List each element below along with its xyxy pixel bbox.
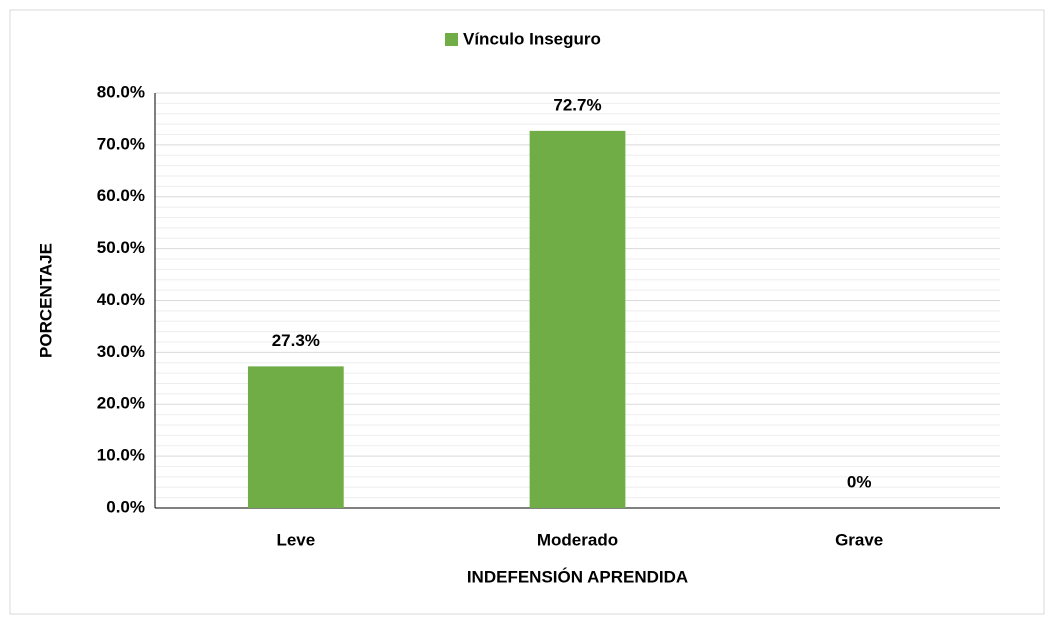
data-label: 27.3% <box>272 331 320 350</box>
x-tick-label: Moderado <box>537 530 618 549</box>
legend-label: Vínculo Inseguro <box>463 29 601 48</box>
y-tick-label: 20.0% <box>97 394 145 413</box>
data-label: 72.7% <box>553 95 601 114</box>
y-tick-label: 30.0% <box>97 342 145 361</box>
data-label: 0% <box>847 472 872 491</box>
bar <box>529 130 626 508</box>
y-tick-label: 40.0% <box>97 290 145 309</box>
x-axis-label: INDEFENSIÓN APRENDIDA <box>467 567 688 586</box>
y-tick-label: 0.0% <box>106 497 145 516</box>
y-tick-label: 10.0% <box>97 446 145 465</box>
y-tick-label: 70.0% <box>97 134 145 153</box>
bar <box>247 366 344 508</box>
x-tick-label: Grave <box>835 530 883 549</box>
legend-swatch <box>445 33 458 46</box>
chart-frame <box>9 9 1045 615</box>
y-tick-label: 60.0% <box>97 186 145 205</box>
y-tick-label: 50.0% <box>97 238 145 257</box>
y-axis-label: PORCENTAJE <box>36 243 55 358</box>
x-tick-label: Leve <box>276 530 315 549</box>
y-tick-label: 80.0% <box>97 82 145 101</box>
